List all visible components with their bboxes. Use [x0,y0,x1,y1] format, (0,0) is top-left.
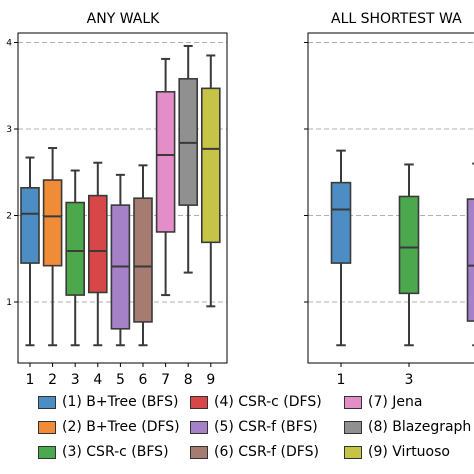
box-1 [330,149,352,347]
x-tick-label: 5 [116,372,125,388]
boxes [330,149,474,347]
panel-title: ALL SHORTEST WA [331,11,462,27]
box-7 [155,57,176,297]
box-3 [65,169,85,347]
legend: (1) B+Tree (BFS) (2) B+Tree (DFS) (3) CSR-… [38,394,474,474]
legend-label: (9) Virtuoso [368,444,450,460]
legend-item: (6) CSR-f (DFS) [190,444,319,460]
plot-frame [307,32,474,364]
legend-swatch [38,445,56,459]
box-8 [178,44,198,274]
x-tick-label: 8 [184,372,193,388]
x-tick-label: 1 [337,372,346,388]
box-4 [88,161,108,347]
box-3 [398,163,420,347]
x-tick-label: 3 [405,372,414,388]
legend-label: (7) Jena [368,394,423,410]
legend-label: (4) CSR-c (DFS) [214,394,322,410]
y-tick-label: 4 [6,39,12,49]
y-tick-label: 1 [6,298,12,308]
x-tick-label: 4 [93,372,102,388]
box-body [65,201,85,296]
legend-swatch [344,420,362,434]
box-body [398,195,420,295]
legend-label: (3) CSR-c (BFS) [62,444,169,460]
legend-label: (6) CSR-f (DFS) [214,444,319,460]
y-tick-label: 2 [6,212,12,222]
box-1 [20,156,40,347]
box-5 [110,173,131,347]
box-body [330,181,352,264]
y-tick-label: 3 [6,125,12,135]
x-tick-label: 2 [48,372,57,388]
box-body [133,197,153,323]
box-body [201,87,221,244]
boxes [20,44,221,347]
legend-item: (8) Blazegraph [344,419,471,435]
y-ticks: 1 2 3 4 [6,39,18,308]
legend-label: (5) CSR-f (BFS) [214,419,318,435]
x-tick-label: 7 [161,372,170,388]
box-9 [201,54,221,308]
legend-swatch [190,420,208,434]
box-body [42,179,63,267]
legend-item: (5) CSR-f (BFS) [190,419,318,435]
legend-item: (2) B+Tree (DFS) [38,419,180,435]
legend-swatch [190,395,208,409]
box-5 [466,162,474,347]
legend-item: (1) B+Tree (BFS) [38,394,178,410]
box-2 [42,147,63,347]
legend-item: (7) Jena [344,394,422,410]
legend-swatch [38,395,56,409]
box-body [20,187,40,264]
x-tick-label: 3 [71,372,80,388]
legend-label: (8) Blazegraph [368,419,472,435]
legend-swatch [344,445,362,459]
plot-frame [17,32,228,364]
legend-item: (3) CSR-c (BFS) [38,444,169,460]
legend-label: (1) B+Tree (BFS) [62,394,179,410]
x-tick-label: 9 [206,372,215,388]
y-ticks [304,42,308,303]
legend-swatch [190,445,208,459]
panel-title: ANY WALK [87,11,161,27]
legend-swatch [38,420,56,434]
legend-swatch [344,395,362,409]
x-tick-label: 6 [139,372,148,388]
legend-item: (9) Virtuoso [344,444,450,460]
legend-item: (4) CSR-c (DFS) [190,394,322,410]
x-tick-label: 1 [26,372,35,388]
legend-label: (2) B+Tree (DFS) [62,419,180,435]
box-body [466,198,474,322]
box-6 [133,164,153,347]
box-body [88,194,108,294]
box-body [155,91,176,233]
